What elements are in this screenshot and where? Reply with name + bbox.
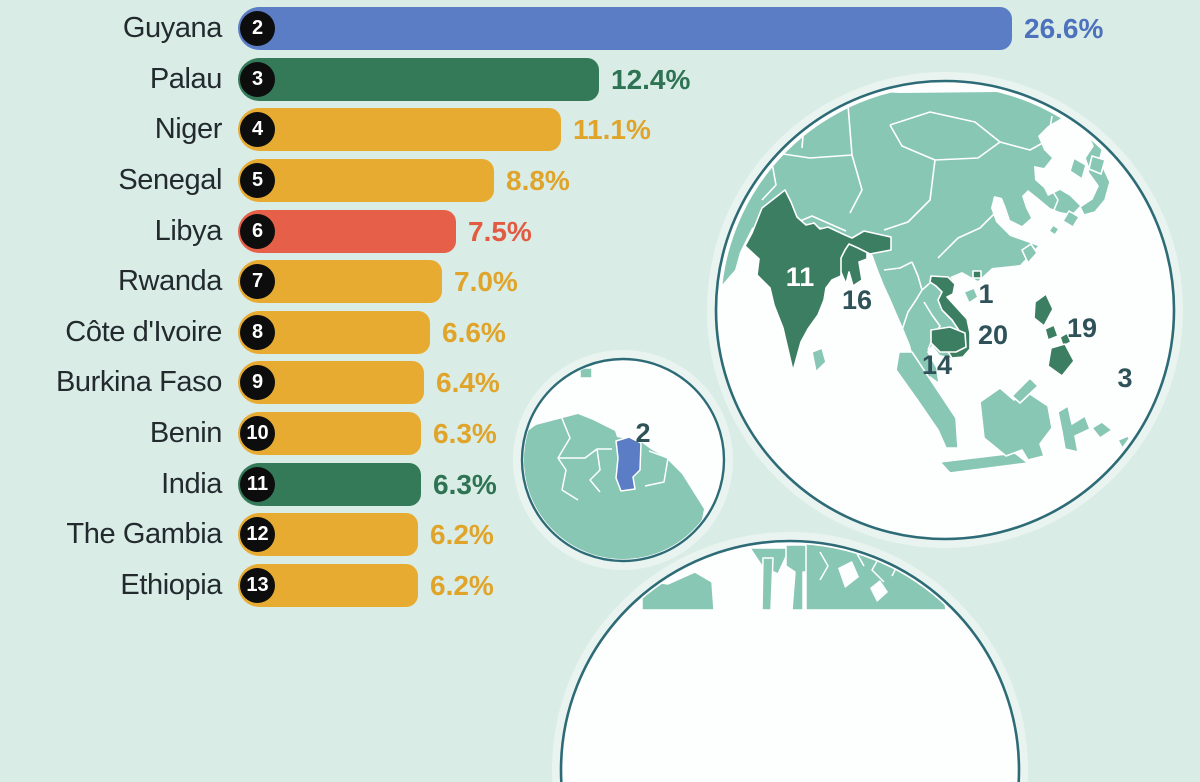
svg-text:14: 14 [922, 350, 952, 380]
svg-text:11: 11 [786, 262, 815, 292]
svg-text:19: 19 [1067, 313, 1097, 343]
svg-text:2: 2 [635, 418, 650, 448]
svg-text:1: 1 [978, 279, 993, 309]
svg-text:16: 16 [842, 285, 872, 315]
svg-text:20: 20 [978, 320, 1008, 350]
svg-text:3: 3 [1117, 363, 1132, 393]
